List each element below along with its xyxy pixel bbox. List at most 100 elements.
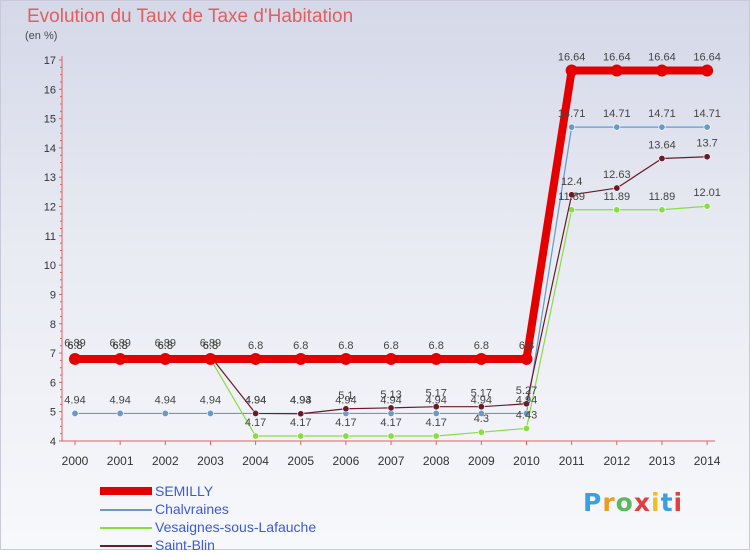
data-point	[297, 410, 305, 418]
data-label: 4.94	[64, 394, 85, 406]
x-tick-label: 2011	[559, 454, 585, 468]
data-point	[204, 352, 217, 365]
y-tick-label: 7	[50, 348, 56, 360]
data-label: 13.64	[648, 139, 676, 151]
data-label: 6.8	[383, 340, 398, 352]
data-point	[385, 352, 398, 365]
x-tick-label: 2010	[513, 454, 540, 468]
data-point	[342, 432, 350, 440]
data-label: 4.17	[245, 417, 266, 429]
series-layer	[69, 64, 714, 440]
y-tick-label: 9	[50, 289, 56, 301]
data-point	[69, 352, 81, 365]
data-point	[387, 404, 395, 412]
data-point	[703, 202, 711, 210]
data-point	[613, 184, 621, 192]
data-label: 6.8	[519, 340, 534, 352]
data-point	[475, 352, 488, 365]
data-point	[114, 352, 127, 365]
series-chalvraines	[71, 123, 711, 417]
data-point	[703, 123, 711, 131]
data-label: 5.13	[380, 389, 401, 401]
data-label: 11.89	[558, 191, 585, 203]
data-point	[610, 64, 623, 77]
data-label: 5.27	[516, 385, 537, 397]
x-tick-label: 2012	[603, 454, 630, 468]
data-label: 6.8	[113, 340, 128, 352]
data-label: 12.4	[561, 176, 582, 188]
data-point	[339, 352, 352, 365]
data-point	[297, 432, 305, 440]
data-label: 14.71	[558, 108, 586, 120]
data-point	[658, 206, 666, 214]
y-tick-label: 13	[44, 172, 56, 184]
data-point	[613, 206, 621, 214]
data-label: 6.8	[67, 340, 82, 352]
data-label: 14.71	[648, 108, 676, 120]
data-point	[252, 432, 260, 440]
data-label: 4.94	[425, 394, 446, 406]
data-label: 6.8	[248, 340, 263, 352]
data-label: 4.3	[474, 413, 489, 425]
data-label: 16.64	[648, 52, 676, 64]
data-point	[613, 123, 621, 131]
data-label: 13.7	[696, 138, 717, 150]
data-label: 6.8	[429, 340, 444, 352]
data-label: 4.94	[516, 394, 537, 406]
data-point	[159, 352, 172, 365]
x-tick-label: 2001	[107, 454, 134, 468]
legend-label: Chalvraines	[155, 501, 229, 517]
x-tick-label: 2004	[242, 454, 269, 468]
data-label: 6.8	[474, 340, 489, 352]
x-tick-label: 2006	[333, 454, 360, 468]
logo-letter: x	[633, 488, 651, 517]
data-labels-layer: 6.8 6.8 6.8 6.8 6.8 6.8 6.8 6.8 6.8 6.8 6.8 16.64 16…	[64, 52, 721, 429]
data-label: 6.8	[158, 340, 173, 352]
data-label: 4.17	[425, 417, 446, 429]
chart-title: Evolution du Taux de Taxe d'Habitation	[27, 6, 354, 27]
y-tick-label: 4	[50, 436, 56, 448]
data-label: 4.94	[155, 394, 176, 406]
data-label: 4.94	[471, 394, 492, 406]
data-point	[565, 64, 578, 77]
data-point	[206, 409, 214, 417]
data-label: 6.89	[64, 337, 85, 349]
data-point	[522, 400, 530, 408]
data-label: 6.8	[67, 340, 82, 352]
logo-letter: r	[602, 488, 616, 517]
data-label: 5.17	[471, 388, 492, 400]
data-label: 6.8	[113, 340, 128, 352]
y-tick-label: 10	[44, 260, 56, 272]
data-label: 4.17	[380, 417, 401, 429]
data-point	[568, 123, 576, 131]
data-point	[658, 154, 666, 162]
data-label: 16.64	[603, 52, 631, 64]
data-label: 4.93	[290, 395, 311, 407]
data-point	[294, 352, 307, 365]
data-point	[432, 409, 440, 417]
x-tick-label: 2008	[423, 454, 450, 468]
data-label: 11.89	[603, 191, 630, 203]
x-tick-label: 2014	[694, 454, 721, 468]
data-point	[342, 405, 350, 413]
y-tick-label: 8	[50, 319, 56, 331]
data-label: 4.94	[380, 394, 401, 406]
data-label: 4.17	[290, 417, 311, 429]
legend-label: Saint-Blin	[155, 537, 215, 553]
data-point	[568, 191, 576, 199]
y-tick-label: 6	[50, 377, 56, 389]
data-point	[520, 352, 533, 365]
series-semilly	[69, 64, 714, 365]
data-label: 4.94	[200, 394, 221, 406]
data-label: 4.94	[109, 394, 130, 406]
data-point	[71, 409, 79, 417]
data-point	[387, 432, 395, 440]
y-tick-label: 12	[44, 202, 56, 214]
x-tick-label: 2002	[152, 454, 179, 468]
data-label: 6.8	[158, 340, 173, 352]
chart-subtitle: (en %)	[25, 30, 58, 42]
data-point	[161, 409, 169, 417]
data-label: 16.64	[558, 52, 586, 64]
